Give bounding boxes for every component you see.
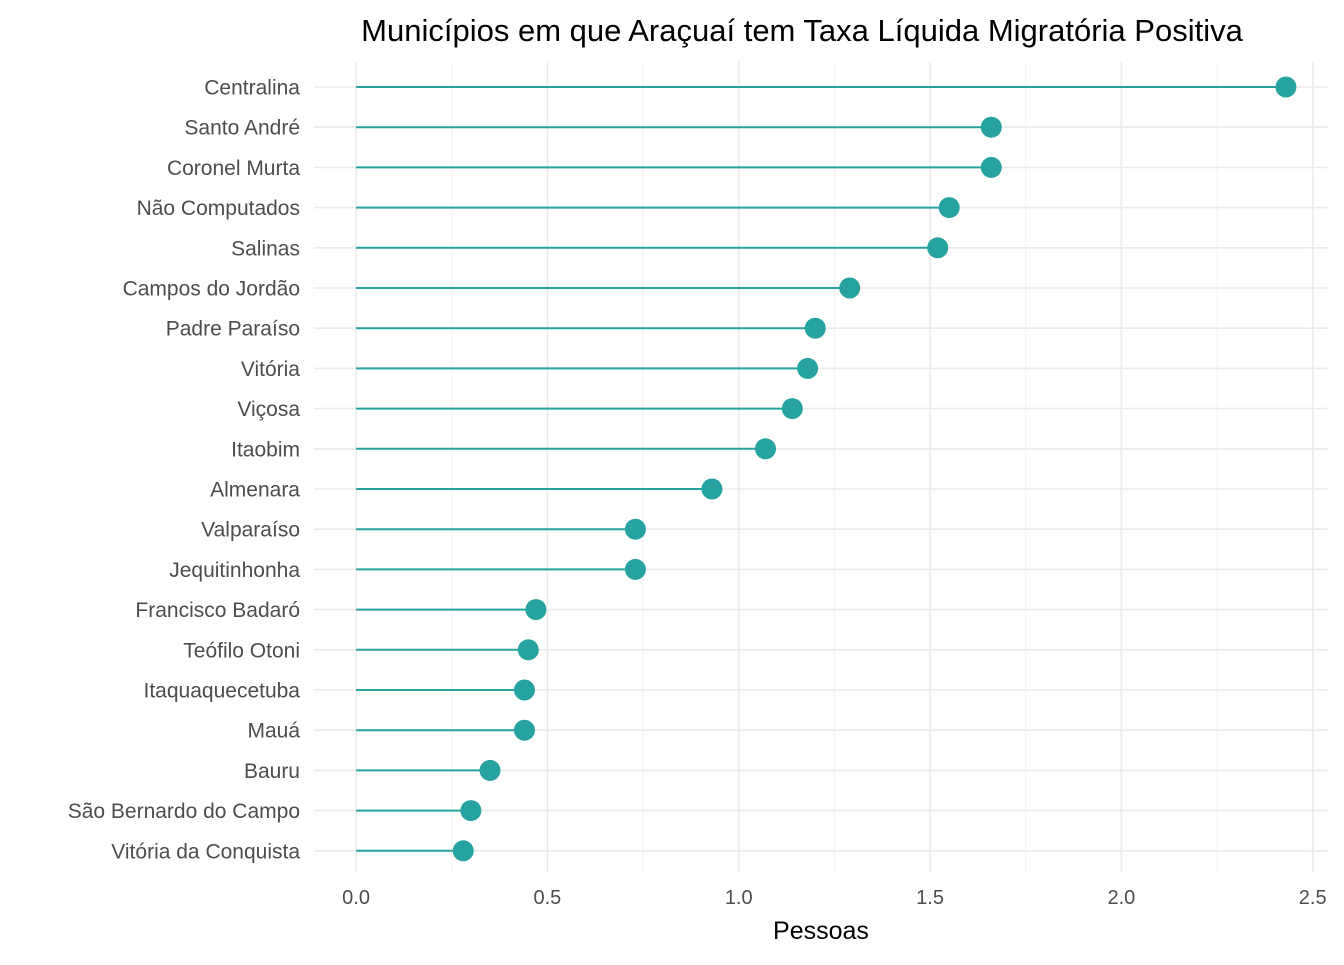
y-category-label: Mauá — [247, 720, 300, 743]
lollipop-point — [513, 679, 535, 701]
y-category-label: Almenara — [210, 479, 300, 502]
lollipop-point — [797, 357, 819, 379]
y-category-label: Santo André — [184, 117, 300, 140]
lollipop-point — [624, 558, 646, 580]
lollipop-point — [452, 840, 474, 862]
y-category-label: Salinas — [231, 237, 300, 260]
lollipop-point — [513, 719, 535, 741]
chart-title: Municípios em que Araçuaí tem Taxa Líqui… — [361, 13, 1243, 48]
lollipop-point — [479, 759, 501, 781]
x-tick-label: 2.0 — [1107, 887, 1135, 909]
lollipop-point — [980, 156, 1002, 178]
y-category-label: Centralina — [204, 77, 300, 100]
lollipop-point — [839, 277, 861, 299]
lollipop-point — [781, 398, 803, 420]
y-category-label: Não Computados — [137, 197, 300, 220]
lollipop-point — [927, 237, 949, 259]
stem-layer — [356, 86, 1286, 852]
x-tick-label: 1.0 — [725, 887, 753, 909]
y-category-label: Vitória — [241, 358, 300, 381]
lollipop-point — [980, 116, 1002, 138]
y-category-label: Coronel Murta — [167, 157, 300, 180]
y-category-label: Valparaíso — [201, 519, 300, 542]
y-category-label: Padre Paraíso — [166, 318, 300, 341]
lollipop-point — [938, 197, 960, 219]
y-category-label: São Bernardo do Campo — [68, 800, 300, 823]
y-category-label: Itaobim — [231, 438, 300, 461]
x-tick-label: 0.0 — [342, 887, 370, 909]
label-layer: 0.0 0.5 1.0 1.5 2.0 2.5 Centralina Santo André C… — [68, 77, 1327, 910]
y-category-label: Itaquaquecetuba — [144, 680, 301, 703]
lollipop-point — [804, 317, 826, 339]
x-tick-label: 0.5 — [534, 887, 562, 909]
y-category-label: Francisco Badaró — [135, 599, 300, 622]
x-tick-label: 1.5 — [916, 887, 944, 909]
y-category-label: Jequitinhonha — [169, 559, 300, 582]
lollipop-point — [701, 478, 723, 500]
lollipop-point — [624, 518, 646, 540]
lollipop-point — [755, 438, 777, 460]
y-category-label: Campos do Jordão — [123, 278, 300, 301]
y-category-label: Viçosa — [237, 398, 300, 421]
x-axis-title: Pessoas — [773, 917, 869, 945]
lollipop-point — [460, 800, 482, 822]
y-category-label: Vitória da Conquista — [111, 840, 300, 863]
y-category-label: Bauru — [244, 760, 300, 783]
grid-layer — [314, 62, 1328, 872]
lollipop-point — [1275, 76, 1297, 98]
lollipop-point — [525, 599, 547, 621]
y-category-label: Teófilo Otoni — [183, 639, 300, 662]
x-tick-label: 2.5 — [1299, 887, 1327, 909]
lollipop-point — [517, 639, 539, 661]
point-layer — [452, 76, 1297, 862]
